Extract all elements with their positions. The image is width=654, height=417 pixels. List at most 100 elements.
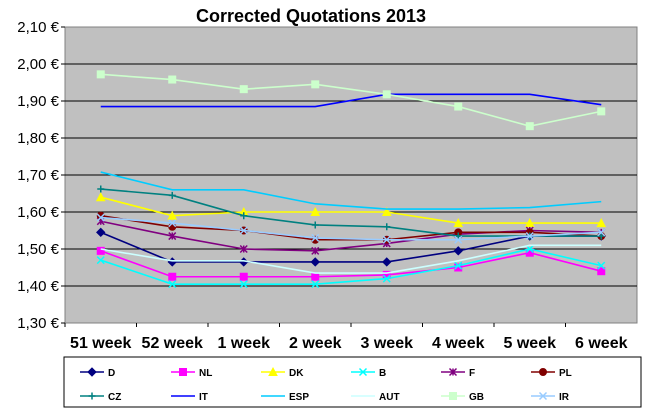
legend-label: NL [199,368,212,379]
legend-label: IR [559,392,570,403]
y-tick-label: 1,40 € [17,278,59,295]
series-line-b [100,248,602,285]
data-point [96,70,105,79]
y-tick-label: 1,90 € [17,93,59,110]
data-point [311,246,320,255]
chart-title: Corrected Quotations 2013 [196,6,426,26]
x-tick-label: 51 week [70,335,131,352]
data-point [382,235,391,244]
legend-item-pl: PL [531,368,572,379]
data-point [239,280,248,289]
data-point [381,206,392,216]
data-point [239,272,248,281]
series-line-pl [100,214,602,241]
x-tick-label: 1 week [218,335,271,352]
series-line-ir [100,216,602,241]
series-line-esp [100,171,602,210]
data-point [97,185,105,193]
series-line-aut [100,244,602,274]
series-line-nl [100,250,602,278]
legend-label: ESP [289,392,309,403]
data-point [525,122,534,131]
series-line-dk [100,196,602,224]
series-it [100,93,602,108]
legend-box [63,356,642,408]
data-point [453,246,463,256]
x-tick-label: 4 week [432,335,485,352]
legend: D NL DK B F PL CZ IT ESP AUT GB IR [80,366,572,403]
y-tick-label: 1,30 € [17,315,59,332]
data-point [311,221,319,229]
data-point [383,223,391,231]
legend-label: AUT [379,392,400,403]
x-tick-label: 6 week [575,335,628,352]
data-point [310,206,321,216]
legend-marker [268,366,278,376]
x-tick-label: 3 week [361,335,414,352]
data-point [525,232,534,241]
data-point [382,257,392,267]
data-point [597,267,606,276]
series-line-f [100,220,602,252]
legend-label: PL [559,368,572,379]
legend-item-aut: AUT [351,392,400,403]
legend-marker [179,368,187,376]
data-point [597,232,605,240]
data-point [382,90,391,99]
data-point [96,256,105,265]
data-point [597,107,606,116]
y-tick-label: 1,60 € [17,204,59,221]
x-axis-ticks: 51 week 52 week 1 week 2 week 3 week 4 week 5 … [64,323,628,352]
legend-marker [538,391,548,401]
legend-item-cz: CZ [80,392,121,403]
legend-item-esp: ESP [261,392,309,403]
legend-item-gb: GB [441,392,484,403]
data-point [239,85,248,94]
legend-item-nl: NL [171,368,212,379]
y-tick-label: 1,50 € [17,241,59,258]
series-gb [96,70,606,131]
data-point [168,75,177,84]
legend-item-d: D [80,367,115,379]
data-point [239,244,248,254]
y-axis-ticks: 1,30 € 1,40 € 1,50 € 1,60 € 1,70 € 1,80 € 1,90… [17,19,65,332]
data-point [240,212,248,220]
legend-label: GB [469,392,484,403]
legend-marker [87,367,97,377]
data-point [597,228,606,237]
data-point [168,272,177,281]
legend-item-f: F [441,367,475,379]
x-tick-label: 5 week [504,335,557,352]
x-tick-label: 2 week [289,335,342,352]
data-point [525,244,534,254]
data-point [311,272,320,281]
legend-label: CZ [108,392,121,403]
legend-label: B [379,368,386,379]
series-line-gb [100,73,602,127]
data-point [454,261,463,270]
legend-label: F [469,368,475,379]
data-point [382,274,391,283]
data-point [168,219,177,228]
legend-label: DK [289,368,304,379]
legend-marker [358,367,368,377]
data-point [454,102,463,111]
series-aut [100,244,602,274]
data-point [524,218,535,228]
data-point [168,222,177,231]
legend-item-b: B [351,367,386,379]
y-tick-label: 1,80 € [17,130,59,147]
data-point [311,80,320,89]
series-nl [96,246,606,281]
y-tick-label: 2,10 € [17,19,59,36]
data-point [95,192,106,202]
series-dk [95,192,607,228]
data-point [453,218,464,228]
data-point [311,280,320,289]
legend-item-it: IT [171,392,208,403]
legend-label: IT [199,392,208,403]
legend-marker [88,392,96,400]
y-tick-label: 2,00 € [17,56,59,73]
